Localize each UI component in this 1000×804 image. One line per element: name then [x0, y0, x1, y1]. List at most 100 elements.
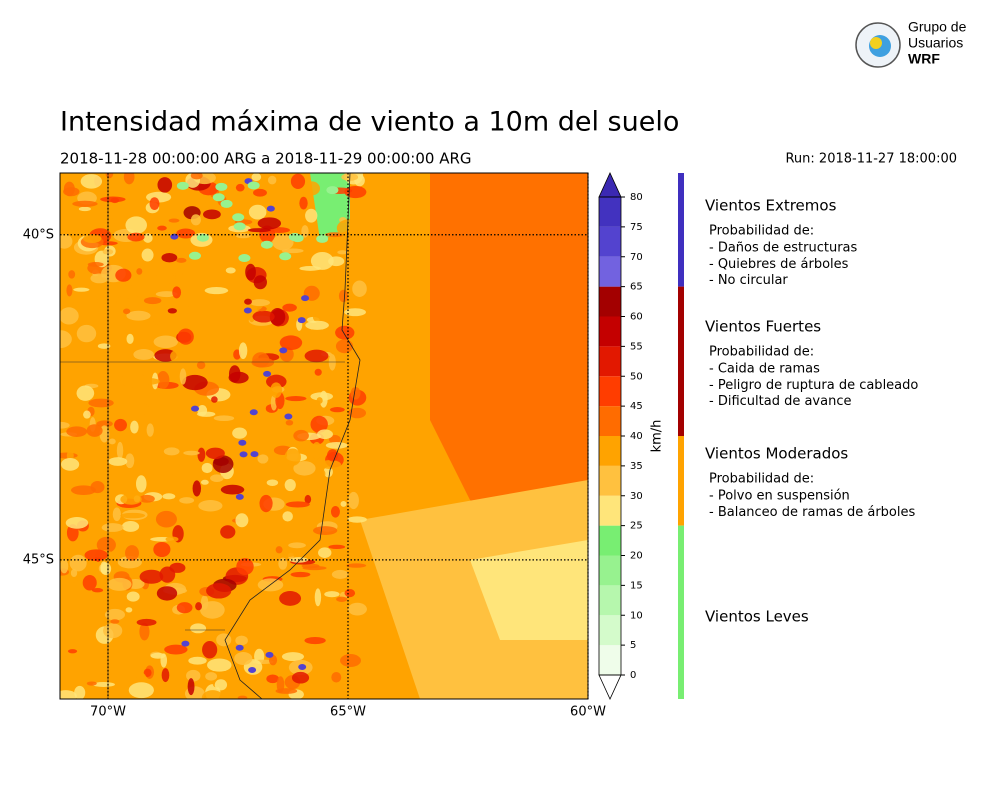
field-blob: [70, 568, 78, 578]
field-blob: [293, 461, 316, 476]
field-blob: [243, 307, 252, 314]
field-blob: [279, 252, 292, 261]
colorbar-tick-label: 40: [630, 431, 643, 442]
field-blob: [153, 335, 179, 349]
field-region: [430, 173, 588, 540]
field-blob: [108, 438, 116, 445]
field-blob: [348, 407, 367, 419]
field-blob: [176, 228, 196, 239]
field-blob: [254, 340, 280, 352]
field-blob: [220, 525, 236, 539]
field-blob: [197, 447, 206, 462]
field-blob: [175, 267, 183, 282]
colorbar-segment: [599, 525, 621, 556]
field-blob: [176, 181, 189, 190]
field-blob: [126, 333, 134, 345]
field-blob: [326, 240, 339, 251]
field-region: [470, 540, 588, 640]
field-blob: [314, 368, 322, 376]
wind-field: [60, 173, 588, 699]
field-blob: [299, 609, 324, 621]
field-blob: [293, 429, 309, 442]
field-blob: [236, 558, 254, 576]
legend-heading: Probabilidad de:: [709, 345, 814, 360]
colorbar-tick-label: 65: [630, 282, 643, 293]
field-blob: [247, 181, 260, 190]
field-blob: [257, 454, 269, 464]
field-blob: [291, 671, 310, 684]
field-blob: [211, 396, 218, 403]
field-blob: [299, 266, 322, 271]
field-blob: [336, 596, 348, 602]
field-blob: [100, 561, 108, 575]
field-blob: [277, 550, 297, 558]
field-blob: [195, 602, 202, 611]
field-blob: [279, 591, 302, 606]
field-blob: [67, 649, 78, 654]
field-blob: [338, 289, 349, 303]
field-blob: [282, 303, 297, 312]
field-blob: [143, 668, 152, 678]
field-blob: [86, 681, 97, 686]
x-tick-label: 65°W: [330, 705, 366, 720]
legend-item: - Balanceo de ramas de árboles: [709, 505, 915, 520]
field-blob: [139, 494, 155, 503]
field-blob: [328, 354, 336, 371]
field-blob: [344, 308, 366, 317]
legend-item: - Quiebres de árboles: [709, 257, 849, 272]
field-blob: [192, 480, 202, 497]
field-blob: [272, 234, 294, 251]
field-blob: [275, 546, 283, 554]
field-blob: [136, 672, 147, 684]
field-blob: [188, 251, 201, 260]
field-blob: [319, 460, 342, 469]
field-blob: [91, 588, 104, 593]
field-blob: [156, 267, 174, 285]
field-blob: [352, 280, 367, 297]
field-blob: [305, 208, 318, 223]
field-blob: [120, 493, 142, 505]
field-blob: [281, 652, 304, 662]
colorbar-tick-label: 45: [630, 401, 643, 412]
field-blob: [290, 173, 306, 189]
field-blob: [125, 607, 133, 613]
field-blob: [328, 434, 341, 444]
field-blob: [135, 475, 147, 493]
field-blob: [337, 250, 348, 255]
field-blob: [68, 270, 76, 279]
field-blob: [232, 213, 245, 222]
field-blob: [141, 248, 154, 262]
field-blob: [278, 557, 288, 570]
field-blob: [305, 406, 318, 414]
field-blob: [165, 536, 179, 543]
field-blob: [83, 234, 102, 243]
field-blob: [324, 591, 340, 598]
field-blob: [314, 588, 322, 607]
colorbar-tick-label: 5: [630, 640, 636, 651]
legend-name: Vientos Moderados: [705, 445, 848, 463]
field-blob: [316, 397, 323, 404]
field-blob: [336, 219, 361, 238]
legend-heading: Probabilidad de:: [709, 224, 814, 239]
field-blob: [207, 658, 232, 672]
field-blob: [279, 347, 288, 354]
field-blob: [290, 571, 311, 578]
field-blob: [60, 234, 73, 249]
legend-bar: [678, 173, 684, 287]
field-blob: [183, 554, 208, 569]
field-blob: [285, 395, 307, 402]
legend-bar: [678, 436, 684, 526]
field-blob: [284, 413, 293, 420]
field-blob: [310, 392, 334, 401]
field-blob: [304, 636, 326, 645]
field-blob: [167, 308, 177, 314]
field-blob: [60, 330, 72, 348]
field-blob: [60, 421, 70, 429]
field-blob: [220, 199, 233, 208]
field-blob: [253, 275, 267, 290]
field-blob: [90, 273, 109, 284]
field-blob: [234, 652, 253, 665]
colorbar-tick-label: 55: [630, 341, 643, 352]
field-blob: [329, 407, 345, 413]
